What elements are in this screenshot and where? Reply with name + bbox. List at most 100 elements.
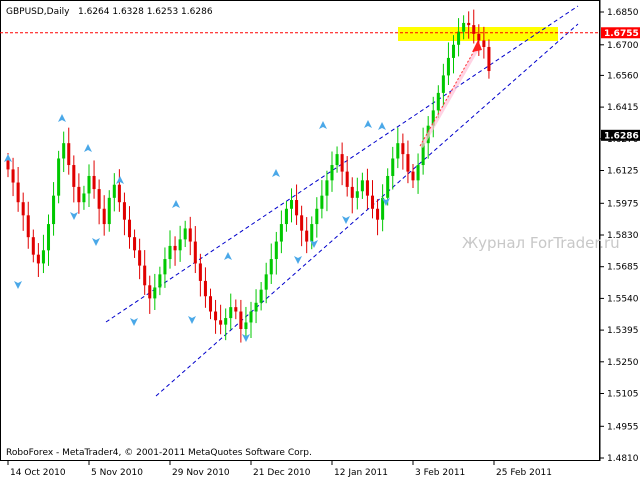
candle bbox=[295, 184, 299, 225]
candle bbox=[153, 273, 157, 310]
candle-body bbox=[477, 33, 481, 41]
candle bbox=[436, 85, 440, 119]
candle-body bbox=[16, 182, 20, 203]
forecast-band bbox=[420, 44, 481, 148]
time-axis: 14 Oct 2010 5 Nov 2010 29 Nov 2010 21 Dec 2… bbox=[7, 461, 552, 478]
candle-body bbox=[97, 189, 101, 209]
candle bbox=[82, 185, 86, 210]
last-price-tag bbox=[601, 129, 640, 141]
candle-body bbox=[107, 197, 111, 225]
fractal-up-marker bbox=[4, 154, 12, 162]
y-tick-label: 1.6125 bbox=[607, 167, 639, 177]
fractal-up-marker bbox=[378, 122, 386, 130]
candle-body bbox=[36, 254, 40, 264]
candle bbox=[97, 179, 101, 225]
candle-body bbox=[158, 274, 162, 288]
candle bbox=[467, 11, 471, 39]
candle bbox=[117, 169, 121, 212]
candle bbox=[462, 15, 466, 40]
fractal-down-marker bbox=[382, 198, 390, 206]
candle-body bbox=[325, 180, 329, 196]
candle-body bbox=[57, 158, 61, 196]
candle bbox=[163, 247, 167, 288]
candle bbox=[431, 96, 435, 138]
y-tick-label: 1.5975 bbox=[607, 199, 639, 209]
candle-body bbox=[77, 186, 81, 203]
candle bbox=[416, 153, 420, 194]
candle-body bbox=[315, 208, 319, 225]
level-price-label: 1.6755 bbox=[604, 29, 639, 39]
candle bbox=[87, 164, 91, 208]
candle bbox=[310, 216, 314, 250]
fractal-down-marker bbox=[342, 216, 350, 224]
candle bbox=[46, 214, 51, 266]
candle bbox=[370, 180, 375, 219]
y-tick-label: 1.5395 bbox=[607, 326, 639, 336]
candle bbox=[300, 205, 304, 247]
candle bbox=[391, 146, 395, 190]
candle bbox=[289, 188, 294, 223]
candle bbox=[477, 24, 481, 56]
candle-body bbox=[396, 143, 400, 159]
candle bbox=[350, 177, 354, 214]
candle bbox=[77, 173, 81, 214]
candle-body bbox=[340, 154, 344, 172]
candle bbox=[11, 157, 15, 197]
candle-body bbox=[21, 202, 25, 216]
candle-body bbox=[350, 186, 354, 198]
candle-body bbox=[249, 311, 253, 323]
candle bbox=[441, 63, 445, 107]
candle bbox=[188, 216, 192, 256]
candle bbox=[411, 163, 415, 188]
candle-body bbox=[87, 175, 91, 194]
candle bbox=[340, 142, 344, 186]
candle-body bbox=[441, 75, 445, 93]
fractal-down-marker bbox=[310, 240, 318, 248]
candle bbox=[487, 39, 491, 79]
y-tick-label: 1.4810 bbox=[607, 454, 639, 464]
candle-body bbox=[401, 143, 405, 155]
fractal-down-marker bbox=[70, 212, 78, 220]
candle-body bbox=[133, 237, 137, 251]
fractal-up-marker bbox=[364, 120, 372, 128]
candle-body bbox=[406, 154, 410, 172]
watermark: Журнал ForTrader.ru bbox=[462, 234, 620, 252]
candle bbox=[62, 131, 66, 173]
x-tick-label: 12 Jan 2011 bbox=[334, 468, 388, 478]
candle-body bbox=[198, 263, 202, 281]
x-tick-label: 5 Nov 2010 bbox=[91, 468, 143, 478]
candle-body bbox=[305, 230, 309, 242]
candle-body bbox=[188, 228, 192, 242]
candle-body bbox=[67, 143, 71, 166]
candle bbox=[21, 192, 25, 231]
candle bbox=[457, 18, 461, 57]
candle bbox=[214, 299, 218, 334]
last-price-label: 1.6286 bbox=[604, 131, 639, 141]
candle bbox=[421, 127, 425, 175]
candle-body bbox=[279, 224, 283, 242]
fractal-up-marker bbox=[224, 252, 232, 260]
symbol-timeframe: GBPUSD,Daily bbox=[6, 7, 70, 17]
candle-body bbox=[138, 250, 142, 266]
candle bbox=[168, 230, 172, 269]
candle bbox=[198, 253, 202, 297]
candle-body bbox=[234, 307, 238, 312]
candle-body bbox=[264, 274, 268, 290]
candle-body bbox=[462, 22, 466, 32]
candle bbox=[325, 170, 329, 212]
candle-body bbox=[244, 322, 248, 330]
candle-body bbox=[122, 202, 126, 220]
candle bbox=[264, 262, 268, 304]
y-tick-label: 1.4955 bbox=[607, 422, 639, 432]
fractal-up-marker bbox=[58, 114, 66, 122]
candle-body bbox=[467, 22, 471, 26]
y-tick-label: 1.6560 bbox=[607, 71, 639, 81]
channel-lower-line bbox=[155, 23, 579, 397]
candle bbox=[254, 289, 258, 324]
candle-body bbox=[214, 311, 218, 321]
candle bbox=[183, 220, 187, 248]
candle-body bbox=[168, 245, 172, 260]
candle bbox=[107, 190, 111, 232]
fractal-down-marker bbox=[242, 334, 250, 342]
